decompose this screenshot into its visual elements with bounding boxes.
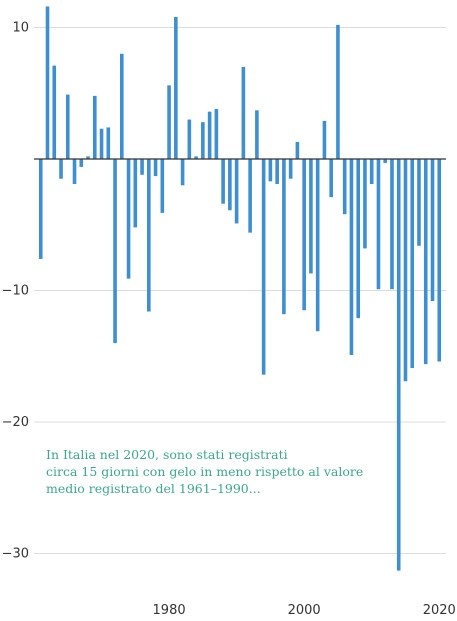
bar-1978	[153, 159, 158, 177]
annotation-line-3: medio registrato del 1961–1990...	[46, 481, 261, 496]
bar-1982	[180, 159, 185, 186]
bar-1980	[167, 85, 171, 159]
y-axis-tick-labels: 10 −10 −20 −30	[2, 21, 29, 562]
bar-2007	[349, 159, 354, 355]
bar-1970	[99, 128, 104, 159]
bar-2020	[437, 159, 442, 362]
bar-2008	[356, 159, 360, 319]
bar-1986	[207, 111, 212, 159]
bar-1995	[268, 159, 273, 182]
bar-1998	[288, 159, 293, 179]
x-axis-tick-labels: 1980 2000 2020	[153, 603, 456, 618]
bar-1975	[133, 159, 138, 228]
bar-1965	[65, 94, 70, 159]
bar-1984	[194, 156, 198, 159]
bar-1994	[261, 159, 266, 375]
y-tick-label: −30	[2, 547, 29, 562]
bar-1977	[147, 159, 151, 312]
bar-1979	[160, 159, 165, 213]
bar-1997	[282, 159, 286, 315]
bar-2010	[369, 159, 374, 184]
bar-2014	[396, 159, 401, 571]
bars	[38, 6, 442, 571]
bar-1987	[214, 109, 219, 159]
bar-1999	[295, 141, 300, 160]
bar-2013	[390, 159, 394, 290]
bar-1990	[234, 159, 239, 224]
bar-1966	[72, 159, 77, 184]
bar-1981	[174, 16, 178, 160]
grid-lines	[34, 27, 446, 554]
bar-2004	[329, 159, 333, 198]
bar-2001	[309, 159, 313, 274]
bar-2011	[376, 159, 381, 290]
y-tick-label: −20	[2, 415, 29, 430]
bar-2019	[430, 159, 435, 302]
annotation-line-2: circa 15 giorni con gelo in meno rispett…	[46, 464, 364, 479]
annotation-line-1: In Italia nel 2020, sono stati registrat…	[46, 447, 288, 462]
bar-1992	[248, 159, 252, 233]
bar-2005	[336, 24, 340, 160]
bar-1983	[187, 119, 192, 159]
x-tick-label: 1980	[153, 603, 186, 618]
bar-1967	[79, 159, 84, 167]
bar-1976	[140, 159, 144, 175]
bar-2002	[315, 159, 320, 332]
bar-2000	[302, 159, 306, 311]
bar-2003	[322, 120, 327, 159]
bar-2016	[410, 159, 415, 369]
bar-2009	[363, 159, 367, 249]
bar-1973	[120, 53, 124, 159]
bar-1996	[275, 159, 279, 184]
bar-2012	[383, 159, 388, 163]
bar-2006	[342, 159, 347, 215]
bar-2015	[403, 159, 408, 382]
bar-1964	[59, 159, 63, 179]
bar-1974	[126, 159, 131, 279]
bar-1963	[52, 65, 57, 159]
bar-1993	[255, 110, 259, 159]
x-tick-label: 2020	[423, 603, 456, 618]
bar-2018	[423, 159, 428, 365]
bar-1961	[38, 159, 43, 259]
bar-1969	[92, 95, 97, 159]
bar-1989	[228, 159, 232, 211]
bar-1985	[201, 122, 205, 159]
bar-1991	[241, 66, 246, 159]
bar-2017	[417, 159, 421, 246]
bar-1988	[221, 159, 225, 204]
bar-1971	[106, 127, 111, 159]
y-tick-label: 10	[12, 21, 29, 36]
chart-annotation: In Italia nel 2020, sono stati registrat…	[46, 446, 366, 497]
bar-1972	[113, 159, 117, 344]
bar-1968	[86, 156, 90, 159]
y-tick-label: −10	[2, 284, 29, 299]
bar-1962	[45, 6, 50, 159]
x-tick-label: 2000	[288, 603, 321, 618]
